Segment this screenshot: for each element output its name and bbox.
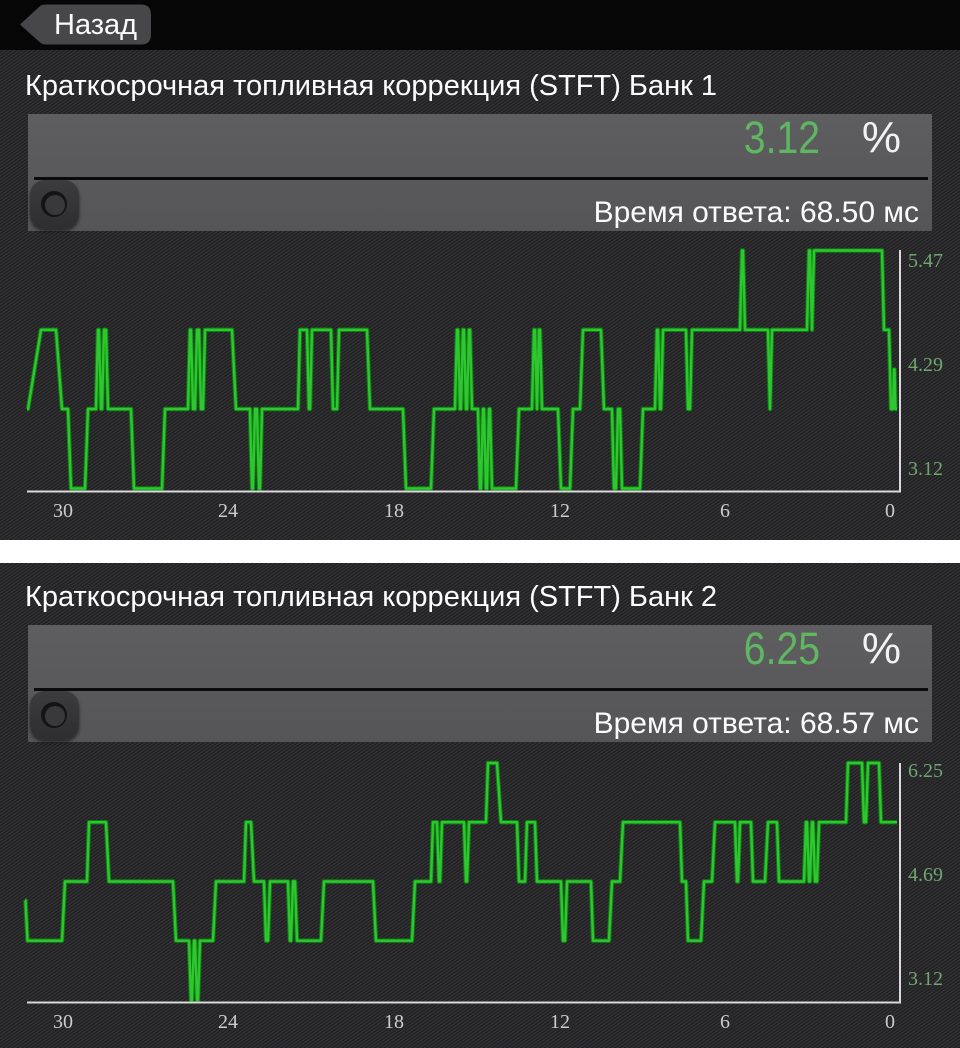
- svg-text:Назад: Назад: [54, 9, 137, 41]
- svg-text:5.47: 5.47: [908, 250, 943, 272]
- svg-text:4.69: 4.69: [908, 864, 943, 886]
- svg-text:24: 24: [218, 500, 238, 522]
- svg-text:6.25: 6.25: [908, 760, 943, 782]
- svg-text:4.29: 4.29: [908, 354, 943, 376]
- svg-text:3.12: 3.12: [908, 968, 943, 990]
- svg-text:24: 24: [218, 1011, 238, 1033]
- svg-text:30: 30: [53, 500, 73, 522]
- svg-text:3.12: 3.12: [908, 458, 943, 480]
- svg-text:6: 6: [720, 1011, 730, 1033]
- svg-text:12: 12: [550, 1011, 570, 1033]
- svg-text:0: 0: [885, 500, 895, 522]
- svg-text:0: 0: [885, 1011, 895, 1033]
- svg-text:6: 6: [720, 500, 730, 522]
- svg-text:30: 30: [53, 1011, 73, 1033]
- svg-text:12: 12: [550, 500, 570, 522]
- svg-text:18: 18: [384, 500, 404, 522]
- svg-text:18: 18: [384, 1011, 404, 1033]
